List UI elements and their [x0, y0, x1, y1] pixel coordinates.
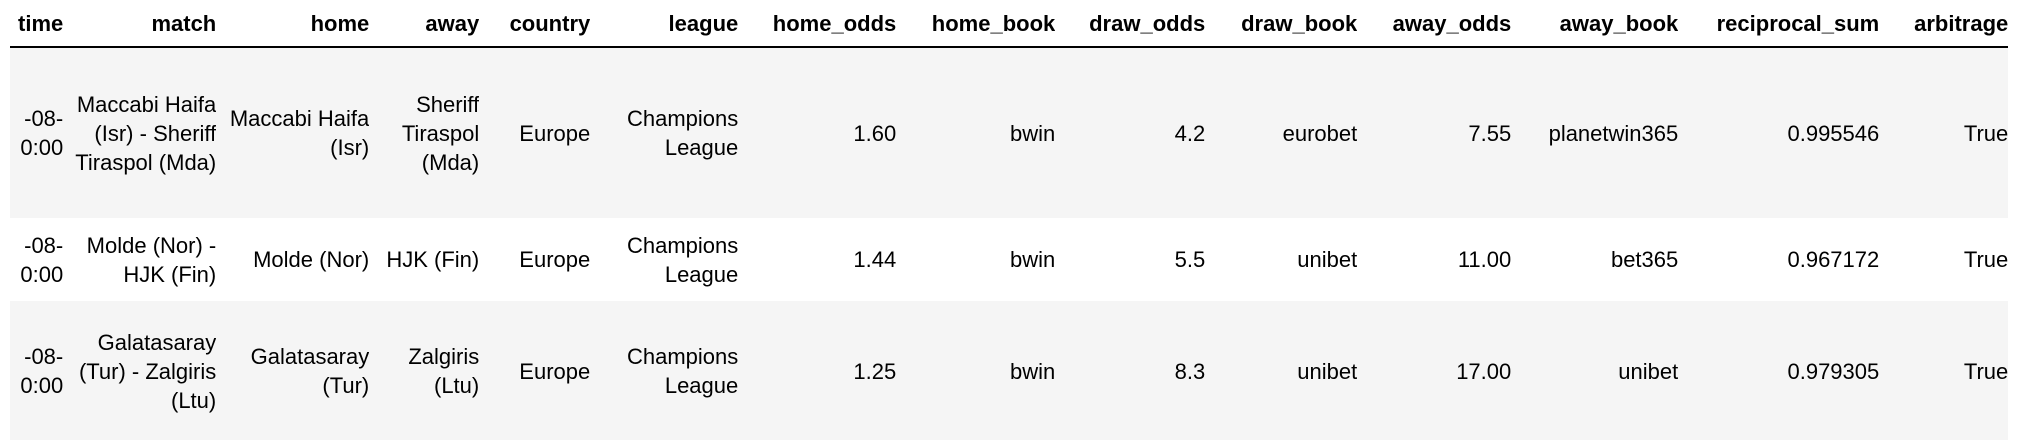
column-header: match [63, 0, 217, 48]
table-cell: -08- 0:00 [10, 301, 64, 440]
table-cell: bwin [1010, 247, 1056, 272]
table-row: -08- 0:00 Molde (Nor) - HJK (Fin) Molde (N… [10, 218, 2008, 301]
table-cell: 1.44 [853, 247, 897, 272]
column-header: country [479, 0, 591, 48]
table-cell: 4.2 [1055, 47, 1206, 218]
column-header: home_odds [738, 0, 897, 48]
column-header: away [369, 0, 480, 48]
column-header: draw_book [1205, 0, 1358, 48]
table-cell: -08- 0:00 [20, 232, 64, 287]
table-cell: unibet [1297, 247, 1358, 272]
table-cell: bet365 [1610, 247, 1679, 272]
table-cell: unibet [1511, 301, 1679, 440]
table-cell: Molde (Nor) [253, 247, 370, 272]
table-cell: planetwin365 [1511, 47, 1679, 218]
table-row: -08- 0:00 Galatasaray (Tur) - Zalgiris (L… [10, 301, 2009, 440]
column-header: reciprocal_sum [1678, 0, 1880, 48]
table-cell: 8.3 [1055, 301, 1206, 440]
table-cell: Sheriff Tiraspol (Mda) [369, 47, 480, 218]
column-header: time [10, 0, 64, 48]
table-cell: Galatasaray (Tur) - Zalgiris (Ltu) [63, 301, 217, 440]
table-cell: Champions League [590, 47, 739, 218]
table-cell: Zalgiris (Ltu) [369, 301, 480, 440]
dataframe-table: time match home away country league home_odds h… [10, 0, 2009, 440]
table-cell: Champions League [626, 232, 739, 287]
table-cell: Maccabi Haifa (Isr) [216, 47, 370, 218]
column-header: home [216, 0, 370, 48]
table-cell: eurobet [1205, 47, 1358, 218]
column-header: away_book [1511, 0, 1679, 48]
table-cell: True [1879, 301, 2009, 440]
table-cell: 7.55 [1357, 47, 1512, 218]
table-cell: -08- 0:00 [10, 47, 64, 218]
table-cell: Europe [519, 247, 591, 272]
table-cell: True [1879, 47, 2009, 218]
table-cell: bwin [896, 47, 1056, 218]
table-cell: bwin [896, 301, 1056, 440]
table-cell: 5.5 [1174, 247, 1206, 272]
table-cell: 0.995546 [1678, 47, 1880, 218]
table-cell: 0.979305 [1678, 301, 1880, 440]
table-cell: 17.00 [1357, 301, 1512, 440]
table-body: -08- 0:00 Maccabi Haifa (Isr) - Sheriff T… [10, 47, 2009, 440]
column-header: home_book [896, 0, 1056, 48]
column-header: league [590, 0, 739, 48]
header-row: time match home away country league home_odds h… [10, 0, 2009, 48]
column-header: arbitrage [1879, 0, 2009, 48]
table-row: -08- 0:00 Maccabi Haifa (Isr) - Sheriff T… [10, 47, 2009, 218]
column-header: away_odds [1357, 0, 1512, 48]
table-cell: 1.60 [738, 47, 897, 218]
column-header: draw_odds [1055, 0, 1206, 48]
table-cell: Champions League [590, 301, 739, 440]
table-cell: 11.00 [1457, 247, 1512, 272]
table-cell: 1.25 [738, 301, 897, 440]
table-cell: Molde (Nor) - HJK (Fin) [86, 232, 217, 287]
table-cell: Galatasaray (Tur) [216, 301, 370, 440]
table-cell: unibet [1205, 301, 1358, 440]
dataframe-view: time match home away country league home_odds h… [10, 0, 2010, 440]
table-cell: 0.967172 [1787, 247, 1880, 272]
table-cell: HJK (Fin) [386, 247, 480, 272]
table-cell: Europe [479, 301, 591, 440]
table-cell: True [1963, 247, 2009, 272]
table-cell: Europe [479, 47, 591, 218]
table-cell: Maccabi Haifa (Isr) - Sheriff Tiraspol (… [63, 47, 217, 218]
